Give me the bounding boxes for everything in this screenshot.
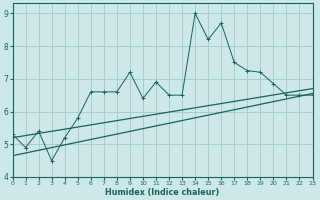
- X-axis label: Humidex (Indice chaleur): Humidex (Indice chaleur): [105, 188, 220, 197]
